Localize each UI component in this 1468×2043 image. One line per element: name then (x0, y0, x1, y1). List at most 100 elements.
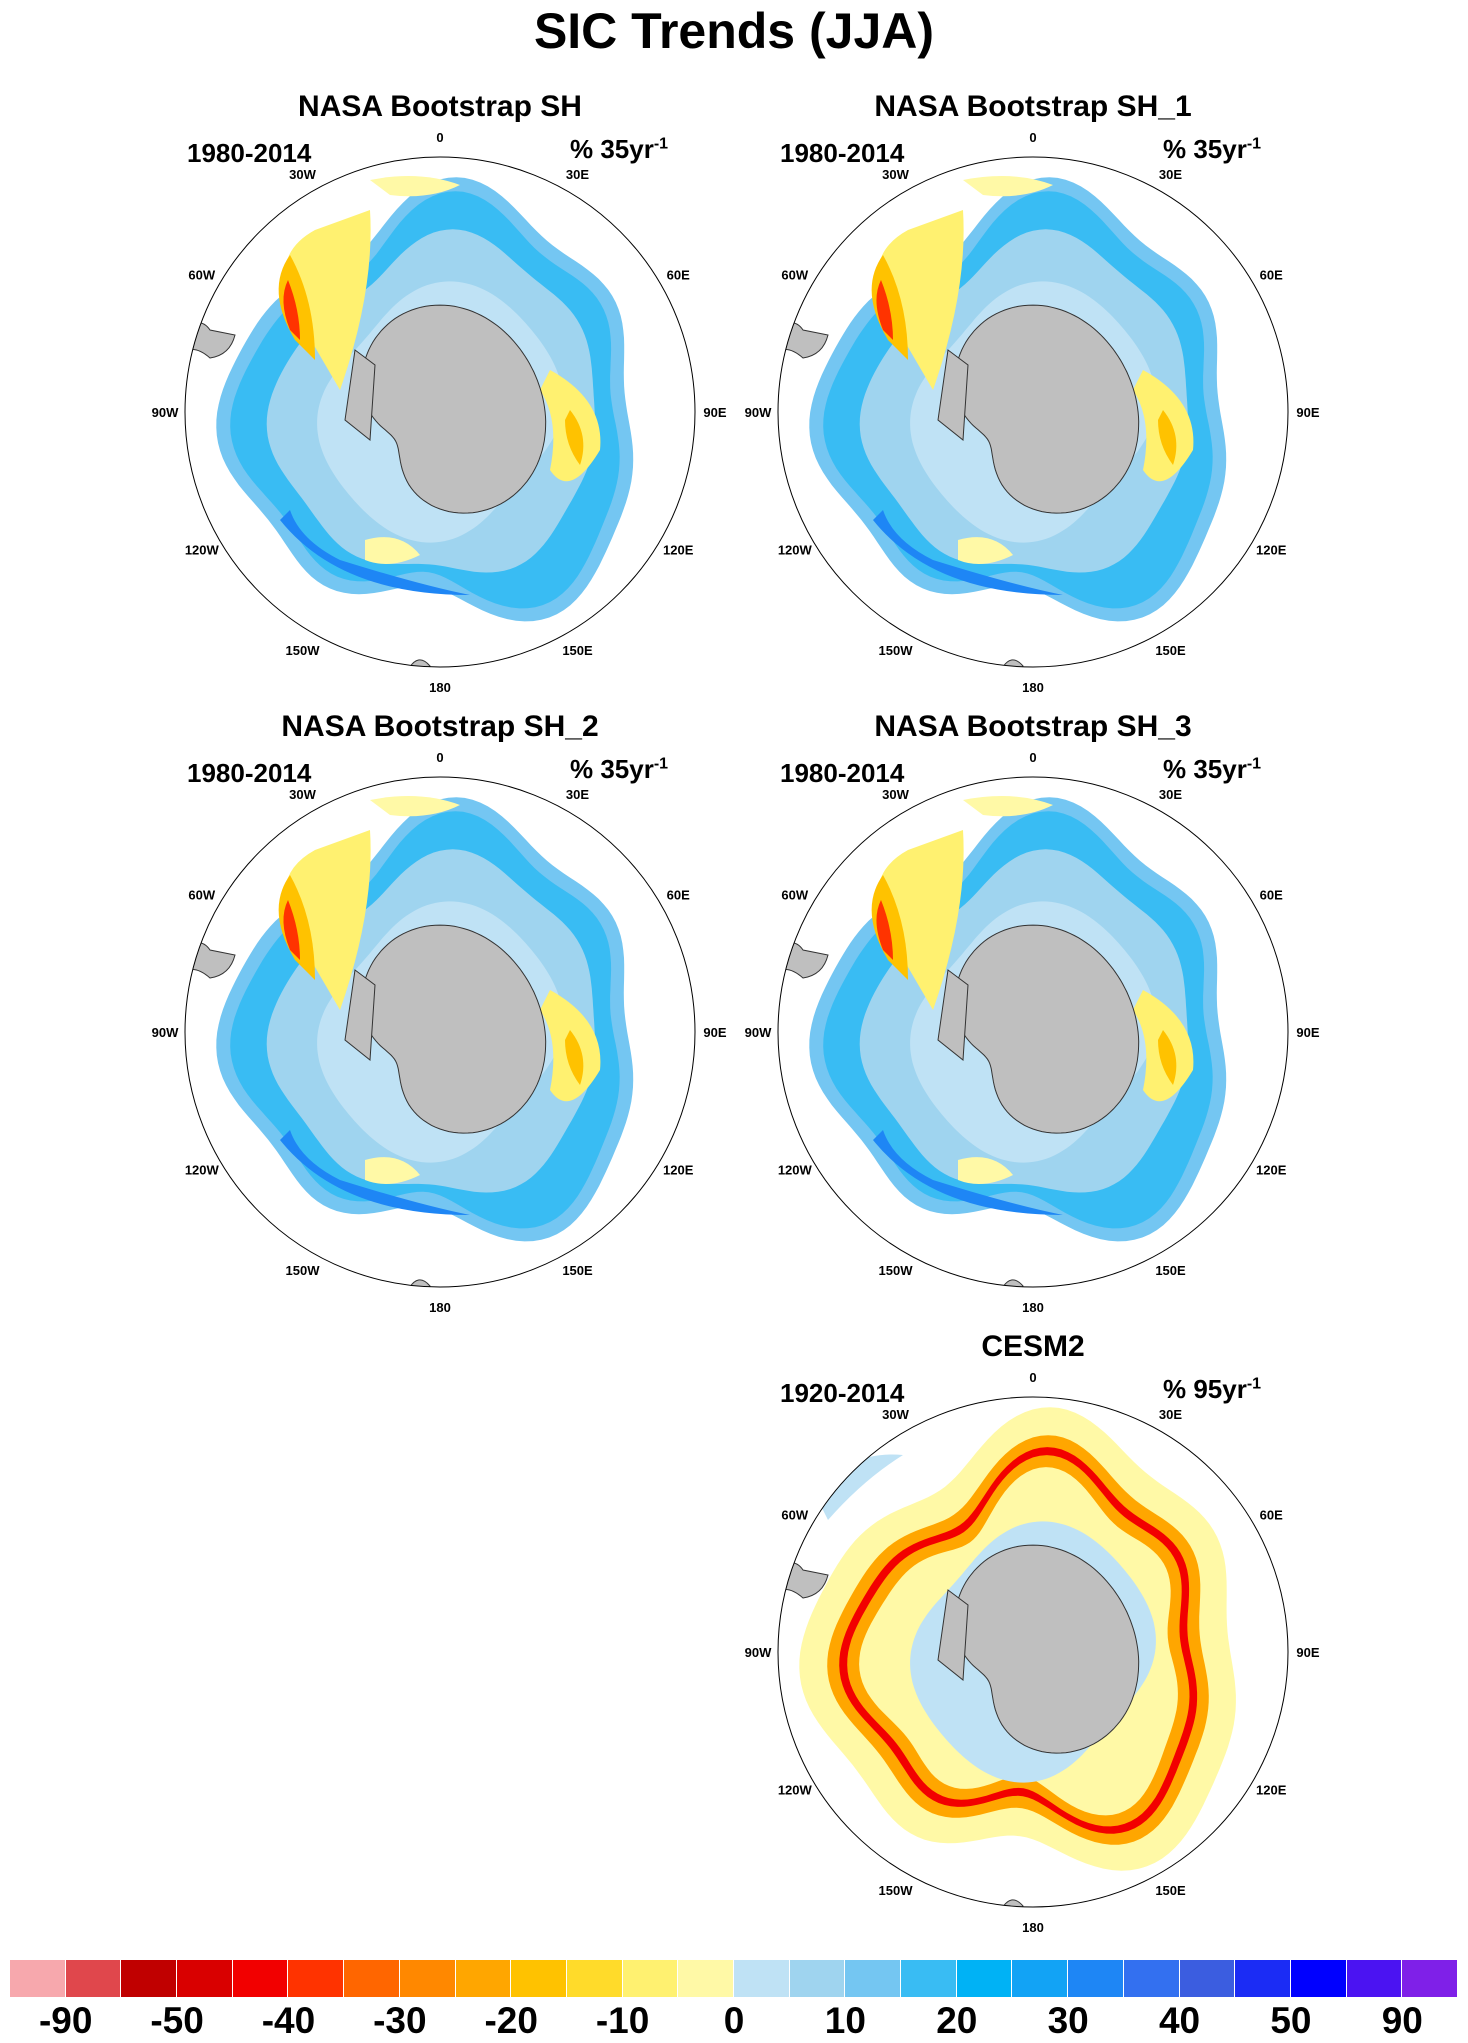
colorbar-swatch (121, 1960, 178, 1997)
map-panel: NASA Bootstrap SH 1980-2014 % 35yr-1 0 30E 60… (140, 90, 740, 695)
longitude-label: 150E (1155, 1263, 1186, 1278)
colorbar-label: -90 (38, 2000, 93, 2041)
longitude-label: 30E (1159, 1407, 1182, 1422)
period-label: 1980-2014 (187, 138, 312, 168)
new-zealand-landmass (407, 1279, 431, 1287)
longitude-label: 180 (1022, 1300, 1044, 1315)
colorbar-label: 0 (723, 2000, 745, 2041)
colorbar-swatch (455, 1960, 512, 1997)
longitude-label: 60E (667, 268, 690, 283)
longitude-label: 120W (185, 543, 220, 558)
south-america-landmass (778, 942, 829, 979)
longitude-label: 60E (1260, 888, 1283, 903)
colorbar-label: 50 (1270, 2000, 1312, 2041)
longitude-label: 60W (188, 888, 215, 903)
longitude-label: 120W (778, 1163, 813, 1178)
longitude-label: 30W (289, 787, 316, 802)
longitude-label: 150W (879, 643, 914, 658)
colorbar-swatch (1179, 1960, 1236, 1997)
longitude-label: 150E (1155, 643, 1186, 658)
colorbar-label: -10 (595, 2000, 650, 2041)
longitude-label: 60E (667, 888, 690, 903)
colorbar-swatch (1290, 1960, 1347, 1997)
new-zealand-landmass (1000, 1899, 1024, 1907)
trend-field (1158, 410, 1177, 465)
longitude-label: 0 (1029, 750, 1036, 765)
longitude-label: 180 (429, 1300, 451, 1315)
longitude-label: 120E (1256, 543, 1287, 558)
period-label: 1980-2014 (780, 758, 905, 788)
trend-field (877, 830, 964, 1010)
colorbar-swatch (845, 1960, 902, 1997)
colorbar-label: 30 (1047, 2000, 1089, 2041)
longitude-label: 0 (1029, 130, 1036, 145)
colorbar: -90 -50 -40 -30 -20 -10 0 10 20 30 40 50 90 (10, 1960, 1458, 2043)
longitude-label: 60W (781, 888, 808, 903)
map-panel: CESM2 1920-2014 % 95yr-1 0 30E 60E 90E 120E 150E… (733, 1330, 1333, 1935)
longitude-label: 120E (1256, 1783, 1287, 1798)
longitude-label: 30E (1159, 167, 1182, 182)
longitude-label: 30E (566, 167, 589, 182)
trend-field (284, 830, 371, 1010)
longitude-label: 30E (566, 787, 589, 802)
longitude-label: 90E (1296, 405, 1319, 420)
longitude-label: 30W (289, 167, 316, 182)
longitude-label: 150E (562, 643, 593, 658)
trend-field (284, 210, 371, 390)
antarctic-peninsula (937, 1589, 969, 1681)
longitude-label: 150W (286, 643, 321, 658)
map-boundary (777, 1396, 1289, 1908)
colorbar-label: -50 (150, 2000, 204, 2041)
longitude-label: 120W (185, 1163, 220, 1178)
longitude-label: 90W (152, 405, 179, 420)
longitude-label: 30W (882, 167, 909, 182)
colorbar-label: 90 (1381, 2000, 1423, 2041)
antarctic-peninsula (344, 969, 376, 1061)
colorbar-swatch (1402, 1960, 1458, 1997)
colorbar-swatch (622, 1960, 679, 1997)
longitude-label: 0 (1029, 1370, 1036, 1385)
map-boundary (184, 156, 696, 668)
colorbar-swatch (232, 1960, 289, 1997)
longitude-label: 60W (188, 268, 215, 283)
map-boundary (777, 776, 1289, 1288)
longitude-label: 90E (703, 1025, 726, 1040)
period-label: 1920-2014 (780, 1378, 905, 1408)
colorbar-label: 10 (824, 2000, 866, 2041)
longitude-label: 150W (879, 1883, 914, 1898)
figure-title: SIC Trends (JJA) (533, 3, 935, 59)
trend-field (283, 900, 300, 960)
map-panel: NASA Bootstrap SH_3 1980-2014 % 35yr-1 0 30E… (733, 710, 1333, 1315)
trend-field (280, 1130, 470, 1215)
longitude-label: 90E (1296, 1025, 1319, 1040)
colorbar-swatch (344, 1960, 400, 1997)
longitude-label: 150W (879, 1263, 914, 1278)
polar-map: 0 30E 60E 90E 120E 150E 180 150W 120W 90W 60W 30W (745, 130, 1320, 695)
units-label: % 35yr-1 (1163, 134, 1262, 164)
polar-map: 0 30E 60E 90E 120E 150E 180 150W 120W 90W 60W 30W (152, 130, 727, 695)
longitude-label: 120W (778, 1783, 813, 1798)
colorbar-swatch (1235, 1960, 1291, 1997)
panel-title: NASA Bootstrap SH_1 (874, 90, 1192, 123)
longitude-label: 0 (436, 750, 443, 765)
colorbar-swatch (177, 1960, 233, 1997)
trend-field (958, 537, 1013, 564)
longitude-label: 90W (745, 1645, 772, 1660)
longitude-label: 150E (562, 1263, 593, 1278)
map-boundary (777, 156, 1289, 668)
trend-field (813, 1454, 903, 1520)
colorbar-swatch (901, 1960, 957, 1997)
colorbar-swatch (1123, 1960, 1180, 1997)
trend-field (963, 176, 1053, 197)
new-zealand-landmass (1000, 1279, 1024, 1287)
longitude-label: 120E (663, 543, 694, 558)
map-panel: NASA Bootstrap SH_1 1980-2014 % 35yr-1 0 30E… (733, 90, 1333, 695)
panel-title: NASA Bootstrap SH_3 (874, 710, 1192, 743)
colorbar-swatch (1068, 1960, 1124, 1997)
trend-field (877, 210, 964, 390)
antarctic-peninsula (937, 349, 969, 441)
trend-field (280, 510, 470, 595)
colorbar-swatch (1346, 1960, 1403, 1997)
south-america-landmass (185, 942, 236, 979)
period-label: 1980-2014 (187, 758, 312, 788)
